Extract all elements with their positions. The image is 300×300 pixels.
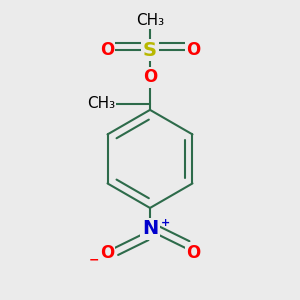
Text: O: O — [143, 68, 157, 86]
Text: CH₃: CH₃ — [87, 96, 115, 111]
Text: O: O — [100, 244, 114, 262]
Text: +: + — [161, 218, 170, 228]
Text: O: O — [100, 41, 114, 59]
Text: N: N — [142, 219, 158, 238]
Text: S: S — [143, 41, 157, 60]
Text: O: O — [186, 244, 200, 262]
Text: −: − — [89, 254, 100, 266]
Text: O: O — [186, 41, 200, 59]
Text: CH₃: CH₃ — [136, 13, 164, 28]
